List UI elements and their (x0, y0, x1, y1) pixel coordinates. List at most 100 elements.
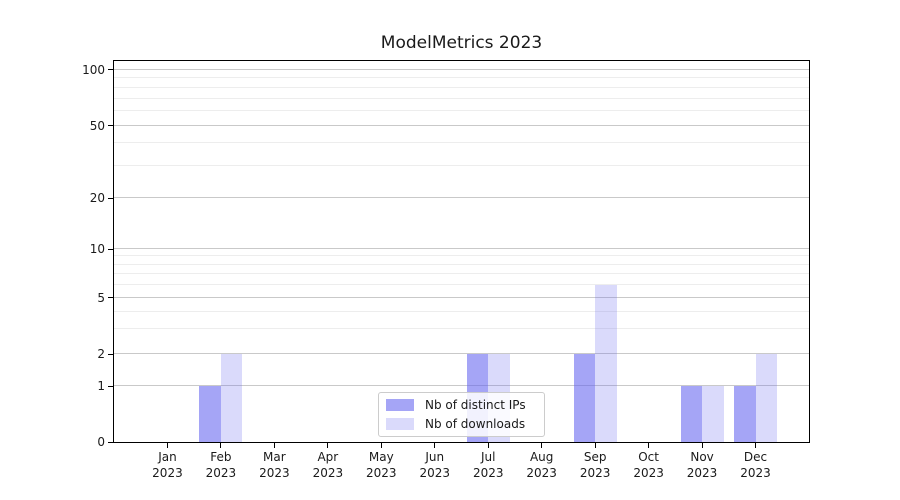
legend: Nb of distinct IPs Nb of downloads (378, 392, 545, 437)
legend-swatch-distinct-ips (386, 399, 414, 411)
x-tick-label-apr: Apr 2023 (301, 449, 355, 481)
y-tick-label: 2 (97, 347, 105, 362)
y-tick-mark (108, 197, 113, 199)
x-tick-label-sep: Sep 2023 (568, 449, 622, 481)
bar-nb-of-distinct-ips-sep (573, 354, 596, 442)
x-tick-month: Nov (690, 450, 714, 464)
y-tick-label: 100 (82, 62, 105, 77)
bar-nb-of-downloads-nov (702, 386, 724, 442)
x-tick-month: Sep (583, 450, 607, 464)
x-tick-mark (434, 443, 436, 448)
y-tick-mark (108, 297, 113, 299)
major-gridline (114, 385, 809, 387)
y-tick-label: 50 (89, 118, 105, 133)
legend-label-downloads: Nb of downloads (425, 417, 526, 431)
x-tick-label-dec: Dec 2023 (729, 449, 783, 481)
x-tick-year: 2023 (205, 466, 237, 480)
x-tick-month: Feb (210, 450, 232, 464)
y-tick-mark (108, 69, 113, 71)
major-gridline (114, 68, 809, 70)
major-gridline (114, 353, 809, 355)
major-gridline (114, 296, 809, 298)
x-tick-mark (166, 443, 168, 448)
bar-nb-of-distinct-ips-dec (734, 386, 756, 442)
legend-label-distinct-ips: Nb of distinct IPs (425, 398, 526, 412)
y-tick-mark (108, 353, 113, 355)
x-tick-year: 2023 (259, 466, 290, 480)
x-tick-year: 2023 (419, 466, 451, 480)
x-tick-mark (541, 443, 543, 448)
y-tick-mark (108, 248, 113, 250)
x-tick-label-may: May 2023 (354, 449, 408, 481)
x-tick-month: Jan (158, 450, 177, 464)
major-gridline (114, 124, 809, 126)
y-tick-mark (108, 385, 113, 387)
x-tick-month: Mar (263, 450, 286, 464)
x-tick-year: 2023 (526, 466, 557, 480)
y-tick-label: 5 (97, 290, 105, 305)
minor-gridline (114, 283, 809, 285)
y-tick-label: 0 (97, 435, 105, 449)
x-tick-mark (755, 443, 757, 448)
minor-gridline (114, 310, 809, 312)
bar-nb-of-downloads-sep (595, 284, 617, 442)
x-tick-label-jul: Jul 2023 (461, 449, 515, 481)
x-tick-month: Apr (317, 450, 339, 464)
x-tick-mark (327, 443, 329, 448)
legend-item-downloads: Nb of downloads (386, 417, 536, 432)
minor-gridline (114, 97, 809, 99)
minor-gridline (114, 328, 809, 330)
x-tick-year: 2023 (579, 466, 611, 480)
minor-gridline (114, 86, 809, 88)
x-tick-year: 2023 (633, 466, 664, 480)
bar-nb-of-downloads-dec (755, 354, 778, 442)
x-tick-mark (220, 443, 222, 448)
x-tick-label-aug: Aug 2023 (515, 449, 569, 481)
y-tick-label: 1 (97, 379, 105, 394)
x-tick-month: Jul (480, 450, 496, 464)
bar-nb-of-downloads-feb (220, 354, 243, 442)
bar-nb-of-distinct-ips-feb (199, 386, 221, 442)
x-tick-mark (648, 443, 650, 448)
minor-gridline (114, 263, 809, 265)
x-tick-mark (594, 443, 596, 448)
x-tick-month: Oct (638, 450, 659, 464)
x-tick-year: 2023 (740, 466, 771, 480)
y-tick-mark (108, 441, 113, 443)
minor-gridline (114, 255, 809, 257)
x-tick-label-nov: Nov 2023 (675, 449, 729, 481)
x-tick-year: 2023 (366, 466, 397, 480)
x-tick-label-oct: Oct 2023 (622, 449, 676, 481)
minor-gridline (114, 165, 809, 167)
minor-gridline (114, 273, 809, 275)
x-tick-label-jun: Jun 2023 (408, 449, 462, 481)
x-tick-label-mar: Mar 2023 (247, 449, 301, 481)
x-tick-mark (701, 443, 703, 448)
x-tick-year: 2023 (152, 466, 183, 480)
major-gridline (114, 248, 809, 250)
y-tick-label: 20 (89, 191, 105, 206)
chart-title: ModelMetrics 2023 (380, 33, 543, 53)
y-tick-mark (108, 125, 113, 127)
minor-gridline (114, 77, 809, 79)
x-tick-month: Aug (529, 450, 554, 464)
x-tick-month: May (368, 450, 394, 464)
x-tick-month: Jun (425, 450, 445, 464)
x-tick-year: 2023 (472, 466, 504, 480)
legend-swatch-downloads (386, 418, 414, 430)
x-tick-month: Dec (743, 450, 768, 464)
x-tick-year: 2023 (312, 466, 344, 480)
major-gridline (114, 197, 809, 199)
y-tick-label: 10 (89, 242, 105, 257)
x-tick-mark (273, 443, 275, 448)
legend-item-distinct-ips: Nb of distinct IPs (386, 398, 536, 413)
minor-gridline (114, 142, 809, 144)
x-tick-mark (380, 443, 382, 448)
x-tick-label-jan: Jan 2023 (140, 449, 194, 481)
minor-gridline (114, 110, 809, 112)
plot-area (113, 60, 810, 443)
bar-nb-of-distinct-ips-nov (680, 386, 703, 442)
x-tick-label-feb: Feb 2023 (194, 449, 248, 481)
x-tick-mark (487, 443, 489, 448)
